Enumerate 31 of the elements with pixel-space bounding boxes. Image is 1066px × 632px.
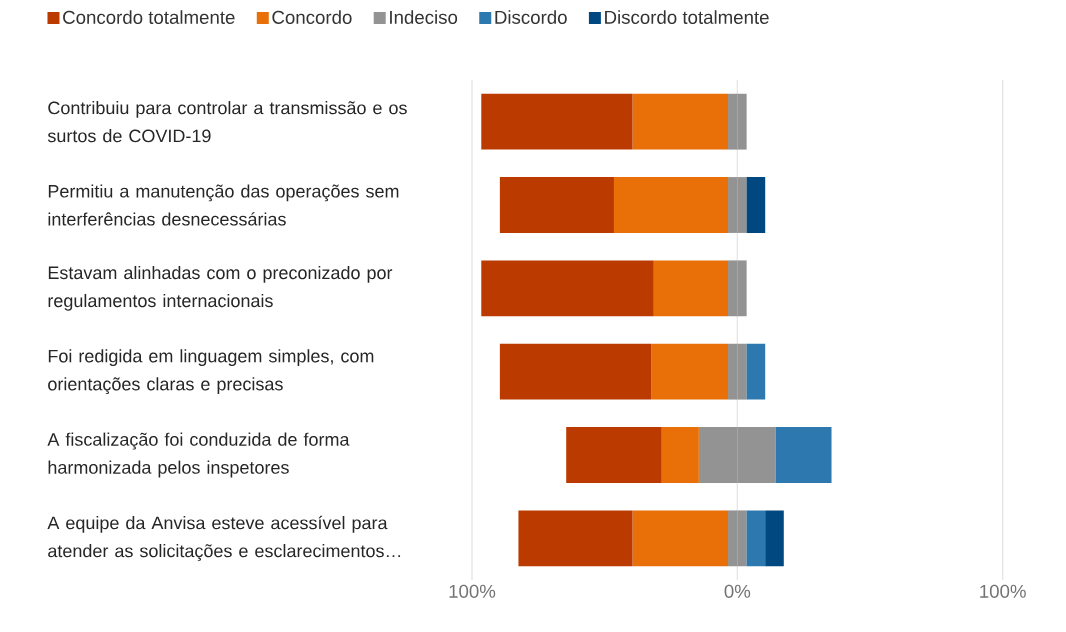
bar [499, 177, 614, 233]
bar [661, 427, 699, 483]
bar [746, 177, 766, 233]
bar [746, 510, 766, 567]
y-tick-label: A fiscalização foi conduzida de forma harmonizada pelos inspetores [47, 432, 350, 478]
legend-label: Concordo [272, 10, 352, 24]
bar [481, 260, 654, 317]
x-tick-label: 0% [724, 584, 751, 598]
y-tick-label: Estavam alinhadas com o preconizado por regulamentos internacionais [48, 265, 393, 311]
legend-label: Concordo totalmente [63, 10, 235, 24]
bar [481, 93, 633, 150]
bar [632, 510, 729, 567]
y-tick-label: Contribuiu para controlar a transmissão e os surtos de COVID-19 [47, 101, 407, 143]
bar [566, 427, 662, 483]
bar [499, 343, 652, 400]
bar [775, 427, 832, 483]
x-tick-label: 100% [449, 584, 496, 598]
bar [613, 177, 729, 233]
bar [518, 510, 633, 567]
bar [651, 343, 729, 400]
legend-label: Discordo [495, 10, 567, 24]
legend-label: Indeciso [390, 10, 458, 24]
legend-label: Discordo totalmente [605, 10, 769, 24]
bar [746, 343, 766, 400]
bar [653, 260, 729, 317]
bar [632, 93, 729, 150]
y-tick-label: A equipe da Anvisa esteve acessível para atender as solicitações e esclarecimentos… [47, 515, 401, 561]
y-tick-label: Permitiu a manutenção das operações sem interferências desnecessárias [48, 184, 399, 226]
bar [765, 510, 784, 567]
x-tick-label: 100% [980, 584, 1026, 598]
y-tick-label: Foi redigida em linguagem simples, com orientações claras e precisas [48, 349, 374, 395]
